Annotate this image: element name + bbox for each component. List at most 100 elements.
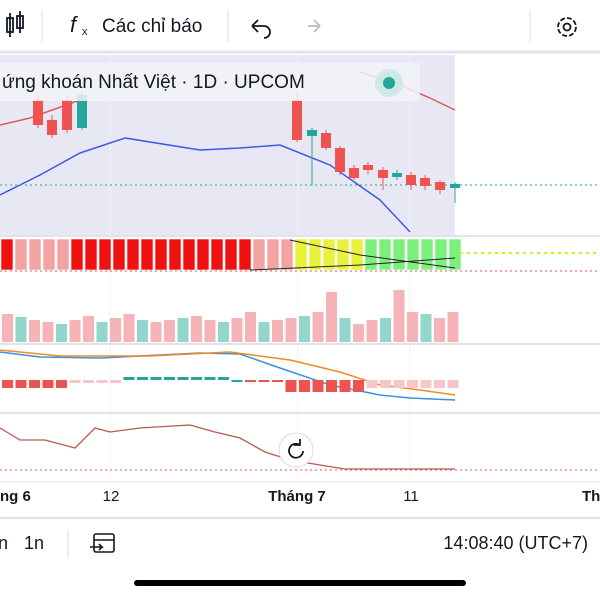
x-axis-label: Tháng 7 bbox=[268, 488, 326, 505]
heat-cell bbox=[168, 238, 182, 271]
volume-bar bbox=[164, 320, 175, 342]
candle-body bbox=[349, 168, 359, 178]
x-axis-label: 12 bbox=[103, 488, 120, 505]
candle-body bbox=[292, 100, 302, 140]
candle-body bbox=[335, 148, 345, 172]
macd-bar bbox=[258, 380, 270, 382]
date-range-button[interactable] bbox=[90, 533, 115, 553]
heat-cell bbox=[112, 238, 126, 271]
settings-icon-center bbox=[562, 22, 572, 32]
volume-bar bbox=[150, 322, 162, 342]
heat-cell bbox=[196, 238, 210, 271]
x-axis-label: ng 6 bbox=[0, 488, 31, 505]
volume-bar bbox=[434, 318, 445, 342]
macd-bar bbox=[96, 380, 108, 383]
redo-button[interactable] bbox=[308, 19, 321, 33]
volume-bar bbox=[258, 322, 270, 342]
reset-button[interactable] bbox=[278, 432, 314, 468]
reset-icon bbox=[288, 439, 304, 459]
macd-bar bbox=[353, 380, 364, 392]
volume-bar bbox=[245, 312, 256, 342]
home-indicator bbox=[134, 580, 466, 586]
macd-bar bbox=[69, 380, 81, 383]
heat-cell bbox=[448, 238, 462, 271]
heat-cell bbox=[280, 238, 294, 271]
x-axis-label: 11 bbox=[403, 488, 419, 505]
candle-body bbox=[435, 182, 445, 190]
range-button[interactable]: n bbox=[0, 533, 8, 553]
macd-bar bbox=[380, 380, 391, 388]
candle-type-button[interactable] bbox=[6, 11, 24, 37]
macd-bar bbox=[29, 380, 40, 388]
volume-bar bbox=[407, 312, 418, 342]
candle-body bbox=[321, 133, 331, 148]
heat-cell bbox=[42, 238, 56, 271]
volume-bar bbox=[366, 320, 378, 342]
heat-cell bbox=[210, 238, 224, 271]
settings-button[interactable] bbox=[557, 17, 577, 37]
macd-bar bbox=[434, 380, 445, 388]
heat-cell bbox=[182, 238, 196, 271]
heat-cell bbox=[378, 238, 392, 271]
heat-cell bbox=[0, 238, 14, 271]
macd-bar bbox=[110, 380, 121, 383]
oscillator-line bbox=[0, 424, 455, 470]
heat-cell bbox=[392, 238, 406, 271]
toolbar: f x Các chỉ báo bbox=[6, 10, 577, 42]
legend-bg bbox=[0, 63, 420, 101]
candle-body bbox=[420, 178, 430, 186]
volume-bar bbox=[56, 324, 67, 342]
macd-bar bbox=[285, 380, 297, 392]
macd-bar bbox=[177, 377, 189, 380]
macd-bar bbox=[366, 380, 378, 388]
macd-bar bbox=[272, 380, 283, 382]
chart: ứng khoán Nhất Việt · 1D · UPCOM bbox=[0, 55, 600, 480]
heat-cell bbox=[14, 238, 28, 271]
macd-bar bbox=[447, 380, 459, 388]
volume-bar bbox=[123, 314, 135, 342]
heat-cell bbox=[28, 238, 42, 271]
macd-bar bbox=[299, 380, 310, 392]
macd-bar bbox=[218, 377, 229, 380]
legend-title: ứng khoán Nhất Việt · 1D · UPCOM bbox=[2, 72, 305, 93]
volume-bar bbox=[83, 316, 94, 342]
macd-bar bbox=[393, 380, 405, 388]
candle-body bbox=[33, 100, 43, 125]
volume-bar bbox=[177, 318, 189, 342]
candle-body bbox=[307, 130, 317, 136]
volume-bar bbox=[447, 312, 459, 342]
heat-cell bbox=[70, 238, 84, 271]
macd-bar bbox=[245, 380, 256, 382]
heat-cell bbox=[126, 238, 140, 271]
heat-cell bbox=[322, 238, 336, 271]
volume-bar bbox=[231, 318, 243, 342]
fx-icon[interactable]: f bbox=[70, 12, 79, 37]
macd-bar bbox=[204, 377, 216, 380]
macd-bar bbox=[150, 377, 162, 380]
heat-cell bbox=[266, 238, 280, 271]
macd-bar bbox=[420, 380, 432, 388]
lower-band bbox=[0, 137, 411, 233]
heat-cell bbox=[154, 238, 168, 271]
heat-cell bbox=[140, 238, 154, 271]
volume-bar bbox=[312, 312, 324, 342]
undo-button[interactable] bbox=[251, 19, 271, 39]
macd-bar bbox=[56, 380, 67, 388]
volume-bar bbox=[353, 324, 364, 342]
macd-line bbox=[0, 351, 456, 401]
indicators-button[interactable]: Các chỉ báo bbox=[102, 16, 202, 37]
candle-body bbox=[392, 173, 402, 177]
volume-bar bbox=[380, 318, 391, 342]
volume-bar bbox=[29, 320, 40, 342]
volume-bar bbox=[69, 320, 81, 342]
heat-cell bbox=[56, 238, 70, 271]
range-button[interactable]: 1n bbox=[24, 533, 44, 553]
macd-bar bbox=[231, 380, 243, 382]
fx-icon-sub: x bbox=[82, 26, 88, 38]
macd-bar bbox=[312, 380, 324, 392]
heat-curve bbox=[289, 239, 456, 269]
macd-bar bbox=[83, 380, 94, 383]
macd-bar bbox=[339, 380, 351, 392]
x-axis-label: Th bbox=[582, 488, 600, 505]
